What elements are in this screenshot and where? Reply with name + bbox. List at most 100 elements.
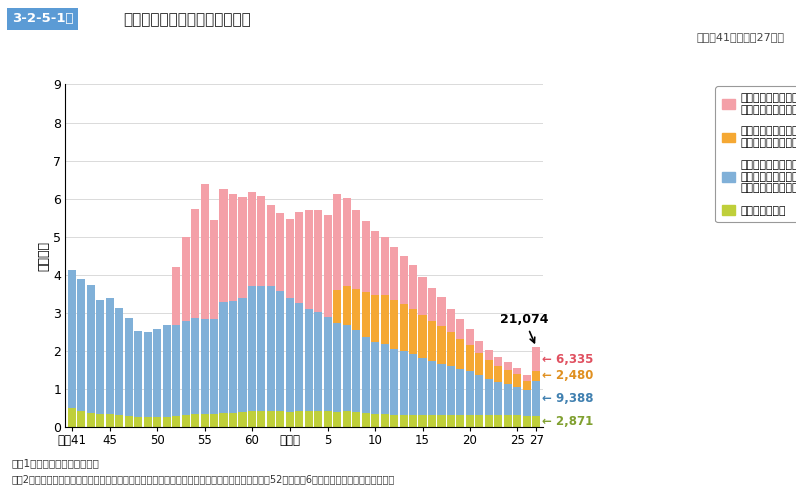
Bar xyxy=(419,276,427,316)
Bar xyxy=(533,416,540,427)
Bar xyxy=(191,209,199,318)
Bar xyxy=(229,413,237,427)
Bar xyxy=(314,412,322,427)
Bar xyxy=(485,360,493,379)
Bar xyxy=(295,212,303,303)
Bar xyxy=(419,358,427,415)
Text: 2　「交通短期保護観察」及び「短期保護観察」については，それぞれ制度が開始された昭和52年，平成6年以降の数値を計上している。: 2 「交通短期保護観察」及び「短期保護観察」については，それぞれ制度が開始された… xyxy=(12,475,395,485)
Bar xyxy=(456,319,464,339)
Bar xyxy=(409,265,417,309)
Bar xyxy=(428,415,436,427)
Bar xyxy=(135,417,142,427)
Bar xyxy=(361,337,369,413)
Bar xyxy=(504,369,512,384)
Bar xyxy=(371,295,379,342)
Bar xyxy=(419,316,427,358)
Bar xyxy=(466,345,474,371)
Bar xyxy=(400,351,408,415)
Bar xyxy=(390,415,398,427)
Bar xyxy=(334,290,341,323)
Bar xyxy=(144,417,152,427)
Bar xyxy=(533,347,540,371)
Bar xyxy=(153,417,162,427)
Bar xyxy=(343,286,351,325)
Bar xyxy=(115,308,123,415)
Bar xyxy=(409,354,417,415)
Bar xyxy=(466,371,474,415)
Bar xyxy=(172,416,180,427)
Bar xyxy=(77,412,85,427)
Bar xyxy=(352,330,361,412)
Bar xyxy=(239,298,247,412)
Bar xyxy=(144,332,152,417)
Bar xyxy=(447,415,455,427)
Bar xyxy=(96,300,104,414)
Bar xyxy=(295,303,303,412)
Bar xyxy=(305,309,313,412)
Bar xyxy=(343,325,351,412)
Bar xyxy=(466,415,474,427)
Bar xyxy=(181,415,189,427)
Bar xyxy=(276,213,284,291)
Text: 注　1　保護統計年報による。: 注 1 保護統計年報による。 xyxy=(12,458,100,468)
Bar xyxy=(162,326,170,417)
Bar xyxy=(466,330,474,345)
Bar xyxy=(343,198,351,286)
Bar xyxy=(475,341,483,353)
Bar xyxy=(324,412,332,427)
Bar xyxy=(248,192,256,286)
Bar xyxy=(475,415,483,427)
Bar xyxy=(201,319,209,414)
Bar xyxy=(115,415,123,427)
Bar xyxy=(456,369,464,415)
Bar xyxy=(286,298,294,412)
Bar xyxy=(305,210,313,309)
Bar xyxy=(447,366,455,415)
Bar xyxy=(68,270,76,409)
Bar xyxy=(153,329,162,417)
Bar xyxy=(305,412,313,427)
Text: 少年の保護観察開始人員の推移: 少年の保護観察開始人員の推移 xyxy=(123,12,251,27)
Bar xyxy=(352,210,361,289)
Bar xyxy=(447,309,455,332)
Bar xyxy=(371,231,379,295)
Bar xyxy=(533,371,540,381)
Bar xyxy=(87,285,95,413)
Bar xyxy=(172,267,180,325)
Bar xyxy=(286,412,294,427)
Bar xyxy=(438,364,446,415)
Bar xyxy=(438,327,446,364)
Legend: 保護観察処分少年のうち，
交通短期保護観察の対象者, 保護観察処分少年のうち，
短期保護観察の対象者, 保護観察処分少年のうち，
短期及び交通短期保護観察
の対: 保護観察処分少年のうち， 交通短期保護観察の対象者, 保護観察処分少年のうち， … xyxy=(716,86,796,222)
Bar xyxy=(485,350,493,360)
Bar xyxy=(380,343,388,414)
Bar xyxy=(257,286,265,412)
Bar xyxy=(361,413,369,427)
Bar xyxy=(380,237,388,295)
Bar xyxy=(380,295,388,343)
Y-axis label: （万人）: （万人） xyxy=(37,241,50,271)
Bar xyxy=(390,300,398,348)
Bar xyxy=(191,414,199,427)
Bar xyxy=(428,288,436,321)
Bar xyxy=(400,415,408,427)
Bar xyxy=(352,412,361,427)
Bar xyxy=(125,318,133,416)
Bar xyxy=(523,416,531,427)
Bar xyxy=(210,319,218,414)
Bar xyxy=(428,361,436,415)
Bar xyxy=(181,321,189,415)
Bar xyxy=(504,384,512,415)
Bar xyxy=(267,412,275,427)
Bar xyxy=(485,379,493,415)
Bar xyxy=(380,414,388,427)
Bar xyxy=(220,189,228,302)
Bar xyxy=(314,312,322,412)
Bar xyxy=(220,413,228,427)
Bar xyxy=(361,221,369,292)
Bar xyxy=(87,413,95,427)
Text: ← 2,871: ← 2,871 xyxy=(542,415,593,428)
Bar xyxy=(276,412,284,427)
Bar xyxy=(475,375,483,415)
Bar xyxy=(494,366,502,382)
Bar xyxy=(295,412,303,427)
